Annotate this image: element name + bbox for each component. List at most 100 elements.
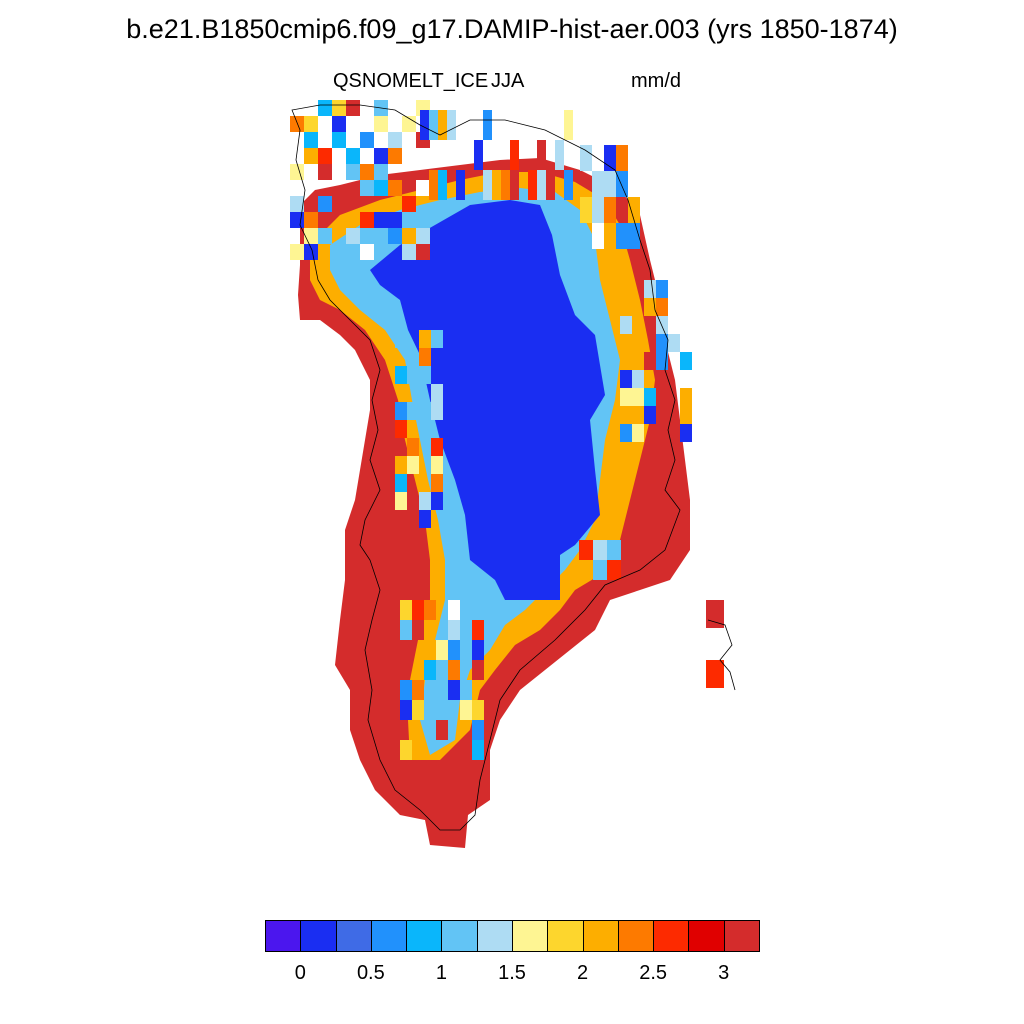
grid-cell xyxy=(402,196,416,212)
grid-cell xyxy=(472,640,484,660)
grid-cell xyxy=(472,740,484,760)
grid-cell xyxy=(318,228,332,244)
grid-cell xyxy=(388,148,402,164)
grid-cell xyxy=(400,680,412,700)
grid-cell xyxy=(431,492,443,510)
grid-cell xyxy=(510,170,519,200)
grid-cell xyxy=(564,110,573,140)
grid-cell xyxy=(395,492,407,510)
grid-cell xyxy=(555,140,564,170)
colorbar-swatch xyxy=(476,920,513,952)
colorbar-swatch xyxy=(406,920,443,952)
grid-cell xyxy=(656,316,668,334)
grid-cell xyxy=(407,438,419,456)
grid-cell xyxy=(537,170,546,200)
grid-cell xyxy=(644,280,656,298)
grid-cell xyxy=(346,100,360,116)
grid-cell xyxy=(431,438,443,456)
grid-cell xyxy=(420,110,429,140)
grid-cell xyxy=(304,228,318,244)
grid-cell xyxy=(580,197,592,223)
grid-cell xyxy=(644,298,656,316)
grid-cell xyxy=(472,700,484,720)
grid-cell xyxy=(510,140,519,170)
grid-cell xyxy=(436,720,448,740)
grid-cell xyxy=(448,660,460,680)
grid-cell xyxy=(419,348,431,366)
colorbar-swatch xyxy=(723,920,760,952)
grid-cell xyxy=(332,100,346,116)
grid-cell xyxy=(424,600,436,620)
grid-cell xyxy=(419,402,431,420)
grid-cell xyxy=(388,132,402,148)
grid-cell xyxy=(304,148,318,164)
grid-cell xyxy=(607,540,621,560)
colorbar-swatch xyxy=(300,920,337,952)
grid-cell xyxy=(528,170,537,200)
grid-cell xyxy=(429,110,438,140)
east-island-coastline xyxy=(707,619,736,691)
grid-cell xyxy=(395,366,407,384)
ice-interior-no-melt xyxy=(370,200,605,600)
grid-cell xyxy=(424,640,436,660)
colorbar-swatch xyxy=(265,920,302,952)
grid-cell xyxy=(628,223,640,249)
grid-cell xyxy=(620,424,632,442)
grid-cell xyxy=(374,164,388,180)
colorbar-tick-label: 1 xyxy=(435,962,447,984)
grid-cell xyxy=(656,280,668,298)
grid-cell xyxy=(402,228,416,244)
grid-cell xyxy=(564,170,573,200)
grid-cell xyxy=(424,660,436,680)
grid-cell xyxy=(304,132,318,148)
grid-cell xyxy=(537,140,546,170)
grid-cell xyxy=(360,164,374,180)
grid-cell xyxy=(448,600,460,620)
grid-cell xyxy=(460,700,472,720)
grid-cell xyxy=(460,680,472,700)
grid-cell xyxy=(604,197,616,223)
grid-cell xyxy=(400,620,412,640)
grid-cell xyxy=(436,640,448,660)
grid-cell xyxy=(318,196,332,212)
grid-cell xyxy=(290,164,304,180)
grid-cell xyxy=(438,170,447,200)
colorbar-swatch xyxy=(547,920,584,952)
grid-cell xyxy=(407,402,419,420)
grid-cell xyxy=(360,244,374,260)
grid-cell xyxy=(447,110,456,140)
grid-cell xyxy=(402,116,416,132)
grid-cell xyxy=(472,620,484,640)
grid-cell xyxy=(448,680,460,700)
grid-cell xyxy=(374,180,388,196)
grid-cell xyxy=(492,170,501,200)
grid-cell xyxy=(346,228,360,244)
grid-cell xyxy=(620,316,632,334)
grid-cell xyxy=(395,330,407,348)
grid-cell xyxy=(474,140,483,170)
grid-cell xyxy=(656,298,668,316)
east-island-cell-2 xyxy=(706,660,724,688)
grid-cell xyxy=(431,474,443,492)
grid-cell xyxy=(395,456,407,474)
grid-cell xyxy=(607,560,621,580)
grid-cell xyxy=(388,212,402,228)
grid-cell xyxy=(419,330,431,348)
grid-cell xyxy=(304,116,318,132)
grid-cell xyxy=(374,212,388,228)
grid-cell xyxy=(400,600,412,620)
grid-cell xyxy=(668,334,680,352)
grid-cell xyxy=(416,180,430,196)
colorbar xyxy=(265,920,760,952)
grid-cell xyxy=(680,388,692,406)
grid-cell xyxy=(579,540,593,560)
grid-cell xyxy=(290,244,304,260)
grid-cell xyxy=(407,366,419,384)
colorbar-swatch xyxy=(370,920,408,952)
grid-cell xyxy=(431,384,443,402)
grid-cell xyxy=(592,223,604,249)
colorbar-tick-label: 3 xyxy=(718,962,730,984)
grid-cell xyxy=(304,244,318,260)
grid-cell xyxy=(438,110,447,140)
grid-cell xyxy=(680,424,692,442)
